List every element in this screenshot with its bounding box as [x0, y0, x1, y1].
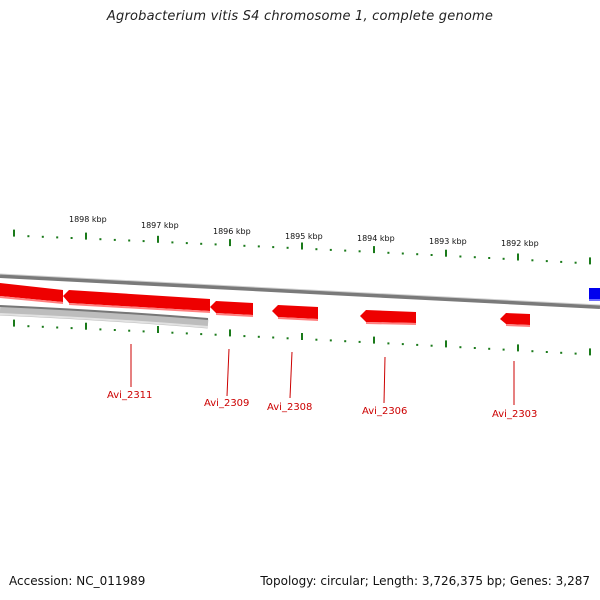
- gene-arrow-avi-2306[interactable]: [360, 310, 416, 323]
- gene-label-avi-2303[interactable]: Avi_2303: [492, 409, 537, 420]
- scale-labels: 1898 kbp 1897 kbp 1896 kbp 1895 kbp 1894…: [69, 215, 539, 248]
- lower-scale-ticks: [13, 319, 591, 356]
- leader-avi-2308: [289, 351, 293, 399]
- gene-arrow-avi-2312-shade: [0, 296, 63, 304]
- gene-label-avi-2309[interactable]: Avi_2309: [204, 398, 249, 409]
- gene-label-leaders: [130, 344, 515, 405]
- scale-label-1897: 1897 kbp: [141, 221, 179, 230]
- scale-label-1893: 1893 kbp: [429, 237, 467, 246]
- gene-arrow-avi-2309[interactable]: [210, 301, 253, 315]
- leader-avi-2306: [383, 356, 386, 404]
- gene-forward-blue-shade: [589, 299, 600, 301]
- gene-track-gray-light: [0, 313, 209, 328]
- gene-arrow-avi-2308[interactable]: [272, 305, 318, 319]
- gene-labels: Avi_2311 Avi_2309 Avi_2308 Avi_2306 Avi_…: [107, 390, 537, 420]
- scale-label-1894: 1894 kbp: [357, 234, 395, 243]
- gene-arrow-avi-2311-shade: [69, 303, 210, 313]
- gene-label-avi-2306[interactable]: Avi_2306: [362, 406, 407, 417]
- gene-arrow-avi-2306-shade: [366, 322, 416, 325]
- gene-arrow-avi-2308-shade: [278, 317, 318, 321]
- scale-label-1898: 1898 kbp: [69, 215, 107, 224]
- gene-track-gray-edge: [0, 305, 209, 320]
- gene-track-gray: [0, 306, 209, 329]
- accession-text: Accession: NC_011989: [9, 574, 146, 588]
- scale-label-1896: 1896 kbp: [213, 227, 251, 236]
- gene-arrow-avi-2312[interactable]: [0, 283, 63, 302]
- gene-label-avi-2311[interactable]: Avi_2311: [107, 390, 152, 401]
- genome-title: Agrobacterium vitis S4 chromosome 1, com…: [106, 9, 494, 24]
- gene-arrow-avi-2309-shade: [216, 313, 253, 317]
- leader-avi-2309: [226, 348, 230, 397]
- gene-arrow-avi-2311[interactable]: [63, 290, 210, 311]
- gene-group: [0, 283, 530, 327]
- scale-label-1892: 1892 kbp: [501, 239, 539, 248]
- chromosome-backbone: [0, 274, 600, 309]
- scale-label-1895: 1895 kbp: [285, 232, 323, 241]
- gene-label-avi-2308[interactable]: Avi_2308: [267, 402, 312, 413]
- gene-forward-blue[interactable]: [589, 288, 600, 299]
- gene-arrow-avi-2303-shade: [506, 324, 530, 327]
- chromosome-backbone-highlight: [0, 273, 600, 306]
- genome-summary-text: Topology: circular; Length: 3,726,375 bp…: [260, 574, 590, 588]
- upper-scale-ticks: [13, 229, 591, 265]
- gene-arrow-avi-2303[interactable]: [500, 313, 530, 325]
